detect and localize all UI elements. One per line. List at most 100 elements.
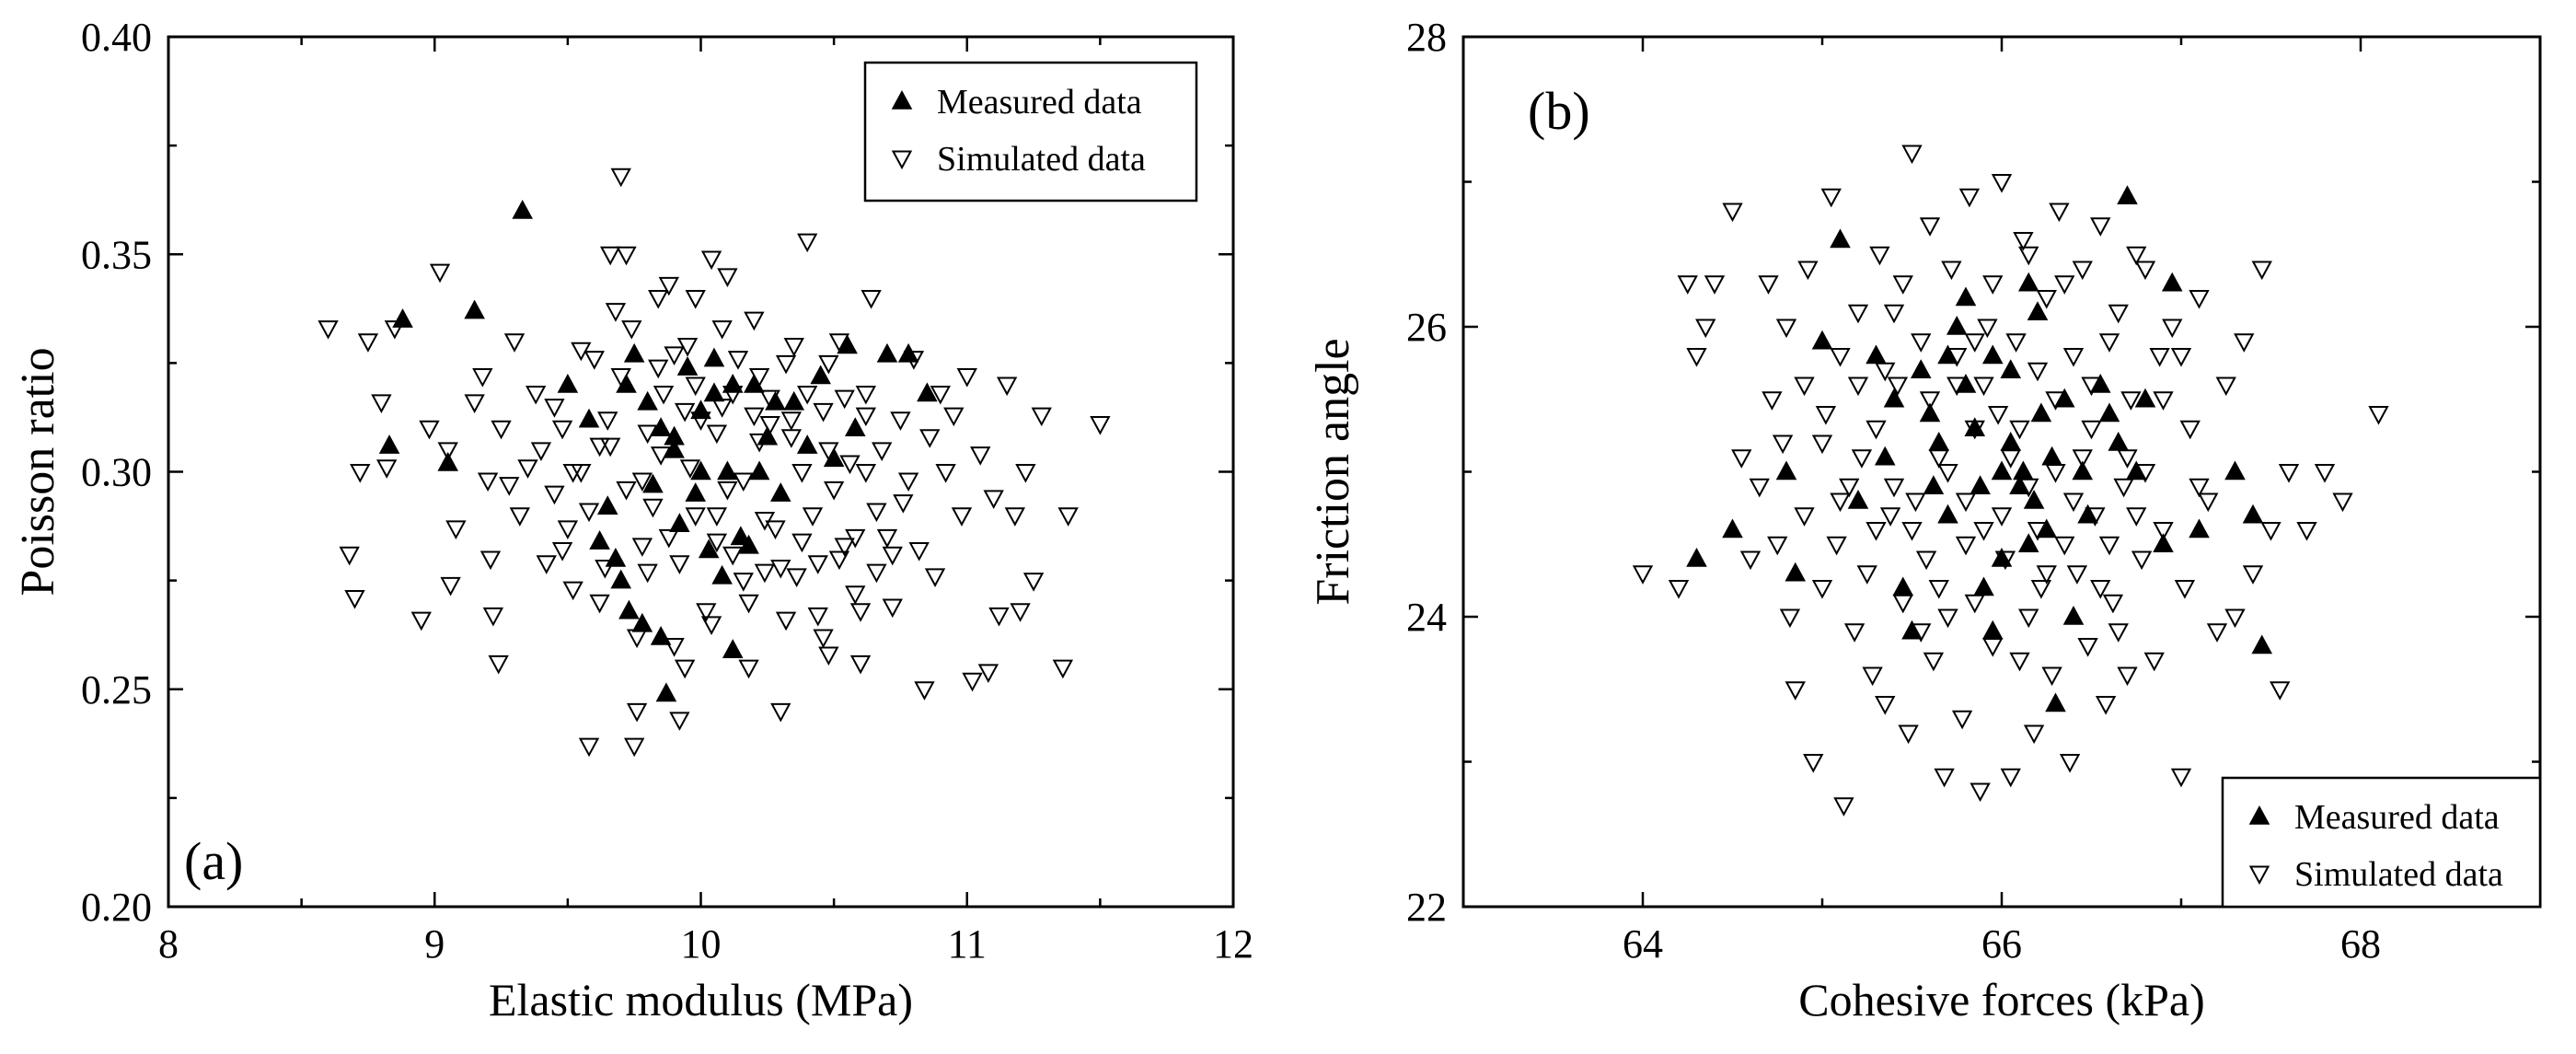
simulated-data-point (479, 550, 502, 571)
simulated-data-point (1739, 550, 1762, 571)
measured-data-point (589, 530, 610, 550)
measured-data-point (876, 342, 898, 363)
simulated-data-point (664, 346, 685, 366)
simulated-data-point (571, 342, 592, 362)
y-axis-label: Poisson ratio (12, 347, 64, 596)
simulated-data-point (491, 420, 512, 440)
simulated-data-point (503, 333, 526, 353)
measured-data-point (1937, 344, 1958, 365)
simulated-data-point (488, 654, 509, 675)
simulated-data-point (464, 394, 485, 413)
simulated-data-point (2278, 464, 2300, 483)
simulated-data-point (855, 464, 877, 483)
simulated-data-point (2224, 608, 2246, 629)
simulated-data-point (1919, 391, 1941, 411)
measured-data-point (1866, 344, 1887, 365)
simulated-data-point (517, 459, 538, 479)
measured-data-point (917, 382, 938, 402)
simulated-data-point (2045, 464, 2066, 483)
simulated-data-point (834, 538, 855, 557)
measured-data-point (2098, 402, 2120, 423)
simulated-data-point (962, 672, 983, 692)
measured-data-point (810, 365, 831, 385)
simulated-data-point (1794, 376, 1815, 397)
simulated-data-point (2098, 536, 2120, 556)
simulated-data-point (2000, 449, 2021, 469)
simulated-data-point (664, 638, 685, 657)
simulated-data-point (770, 559, 791, 579)
simulated-data-point (2054, 536, 2075, 556)
measured-data-point (1955, 286, 1977, 307)
measured-data-point (1811, 330, 1833, 350)
simulated-data-point (1892, 275, 1913, 295)
simulated-data-point (727, 351, 749, 370)
simulated-data-point (1869, 246, 1890, 266)
simulated-data-point (562, 464, 583, 483)
simulated-data-point (717, 268, 738, 287)
simulated-data-point (499, 477, 520, 496)
x-axis-label: Cohesive forces (kPa) (1798, 974, 2205, 1025)
simulated-data-point (676, 337, 699, 357)
simulated-data-point (2009, 652, 2030, 672)
y-tick-label: 0.20 (81, 885, 152, 930)
simulated-data-point (2113, 478, 2134, 498)
simulated-data-point (589, 594, 610, 614)
simulated-data-point (1875, 696, 1896, 715)
simulated-data-point (2117, 666, 2138, 687)
simulated-data-point (1779, 608, 1801, 629)
simulated-data-point (679, 459, 701, 479)
simulated-data-point (616, 246, 637, 266)
simulated-data-point (1772, 434, 1794, 455)
measured-data-point (1910, 359, 1932, 378)
simulated-data-point (775, 354, 797, 375)
simulated-data-point (583, 351, 605, 370)
x-tick-label: 10 (681, 921, 722, 967)
measured-data-point (2041, 446, 2062, 466)
measured-data-point (1955, 373, 1977, 393)
measured-data-point (2189, 518, 2210, 539)
simulated-data-point (802, 507, 824, 527)
simulated-data-point (1964, 333, 1985, 353)
simulated-data-point (429, 263, 451, 284)
simulated-data-point (1015, 464, 1036, 483)
simulated-data-point (1879, 507, 1901, 527)
simulated-data-point (1898, 724, 1919, 745)
measured-data-point (2117, 185, 2138, 204)
panel-a-scatter-chart: 8 9 10 11 12 0.20 0.25 0.30 0.35 0.40 Elastic modu… (12, 15, 1253, 1025)
simulated-data-point (775, 611, 797, 631)
simulated-data-point (1866, 420, 1887, 440)
measured-data-point (1775, 460, 1797, 481)
simulated-data-point (1901, 522, 1923, 541)
simulated-data-point (2120, 391, 2142, 411)
simulated-data-point (1991, 507, 2013, 527)
measured-data-point (685, 482, 707, 502)
measured-data-point (748, 460, 770, 481)
simulated-data-point (1811, 580, 1833, 599)
measured-data-point (2053, 388, 2075, 408)
measured-data-point (2009, 475, 2030, 494)
simulated-data-point (970, 446, 991, 466)
measured-data-point (2017, 272, 2039, 292)
simulated-data-point (706, 507, 728, 527)
simulated-data-point (1632, 565, 1654, 585)
simulated-data-point (2062, 348, 2085, 367)
measured-data-point (2017, 533, 2039, 552)
measured-data-point (616, 373, 637, 393)
measured-data-point (1847, 489, 1869, 509)
panel-b-scatter-chart: 64 66 68 22 24 26 28 Cohesive forces (kPa) Frict… (1307, 15, 2542, 1025)
simulated-data-point (371, 394, 392, 413)
simulated-data-point (536, 555, 557, 574)
measured-data-point (698, 539, 720, 559)
measured-data-point (730, 526, 752, 546)
simulated-data-point (1686, 348, 1707, 367)
simulated-data-point (2049, 203, 2070, 223)
simulated-data-point (599, 437, 621, 458)
legend-simulated-marker (2248, 865, 2270, 886)
simulated-data-point (410, 611, 432, 631)
simulated-data-point (2090, 580, 2111, 599)
simulated-data-point (2170, 348, 2192, 367)
simulated-data-point (2036, 565, 2057, 585)
simulated-data-point (919, 429, 941, 448)
simulated-data-point (1797, 261, 1819, 281)
measured-data-point (2125, 460, 2147, 481)
